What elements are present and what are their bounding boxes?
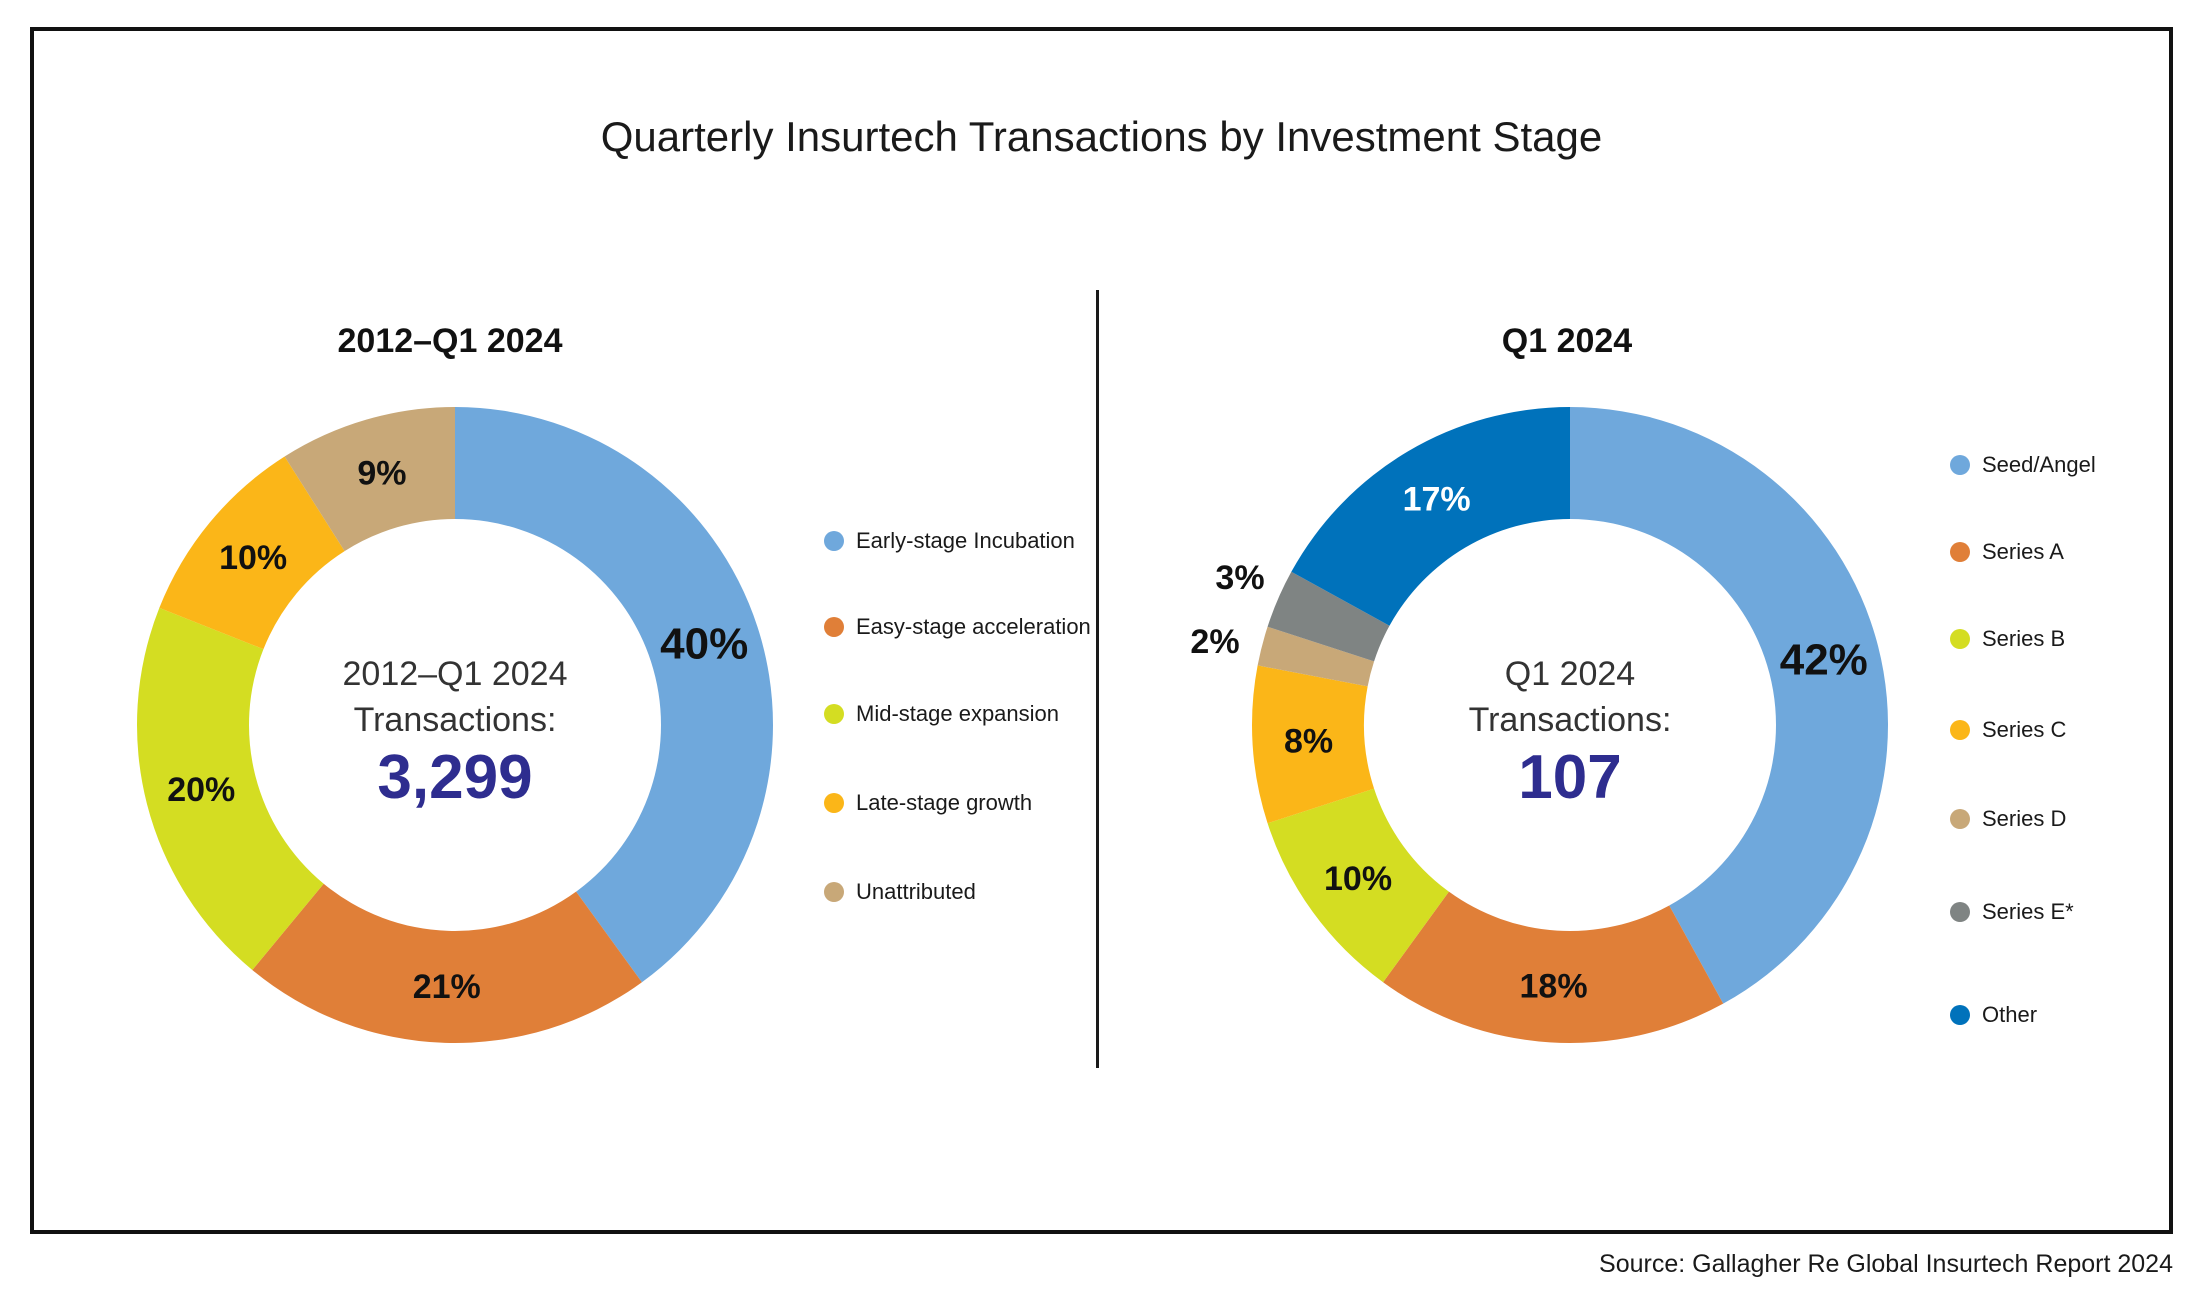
source-note: Source: Gallagher Re Global Insurtech Re… <box>1599 1250 2173 1278</box>
left-center-label-period: 2012–Q1 2024 <box>342 655 568 693</box>
right-center-label-caption: Transactions: <box>1468 701 1672 739</box>
donut-slice <box>159 456 345 650</box>
legend-item: Mid-stage expansion <box>824 701 1059 727</box>
donut-slice <box>252 883 642 1043</box>
slice-data-label: 21% <box>413 968 481 1006</box>
legend-label: Mid-stage expansion <box>856 701 1060 726</box>
legend-label: Early-stage Incubation <box>856 528 1075 553</box>
slice-data-label: 20% <box>167 771 235 809</box>
legend-label: Unattributed <box>856 879 976 904</box>
slice-data-label: 10% <box>1324 860 1392 898</box>
legend-swatch <box>824 704 844 724</box>
legend-label: Series C <box>1982 717 2067 742</box>
slice-data-label: 10% <box>219 539 287 577</box>
slice-data-label: 17% <box>1403 480 1471 518</box>
panel-divider <box>1096 290 1099 1068</box>
legend-swatch <box>1950 1005 1970 1025</box>
slice-data-label: 3% <box>1215 559 1264 597</box>
slice-data-label: 40% <box>660 620 748 669</box>
legend-swatch <box>824 531 844 551</box>
legend-item: Series C <box>1950 717 2066 743</box>
right-chart-title: Q1 2024 <box>1501 322 1633 360</box>
legend-swatch <box>824 882 844 902</box>
legend-label: Series A <box>1982 539 2064 564</box>
donut-slice <box>136 607 324 971</box>
legend-label: Series E* <box>1982 899 2074 924</box>
donut-slice <box>1267 571 1390 662</box>
donut-slice <box>284 407 455 552</box>
donut-slice <box>1291 407 1570 626</box>
left-center-label-caption: Transactions: <box>353 701 557 739</box>
slice-data-label: 42% <box>1780 635 1868 684</box>
legend-label: Seed/Angel <box>1982 452 2096 477</box>
legend-item: Other <box>1950 1002 2037 1028</box>
legend-swatch <box>824 617 844 637</box>
legend-item: Series B <box>1950 626 2065 652</box>
legend-label: Series D <box>1982 806 2067 831</box>
legend-swatch <box>1950 720 1970 740</box>
legend-item: Series E* <box>1950 899 2074 925</box>
legend-swatch <box>1950 809 1970 829</box>
legend-label: Late-stage growth <box>856 790 1033 815</box>
slice-data-label: 8% <box>1284 722 1333 760</box>
legend-item: Series D <box>1950 806 2066 832</box>
donut-slice <box>1383 891 1724 1043</box>
legend-item: Late-stage growth <box>824 790 1032 816</box>
right-center-total: 107 <box>1518 743 1622 812</box>
legend-item: Unattributed <box>824 879 976 905</box>
right-center-label-period: Q1 2024 <box>1504 655 1636 693</box>
left-center-total: 3,299 <box>377 743 533 812</box>
slice-data-label: 9% <box>357 454 406 492</box>
legend-swatch <box>1950 629 1970 649</box>
donut-slice <box>455 407 773 983</box>
legend-swatch <box>1950 902 1970 922</box>
donut-slice <box>1257 626 1375 687</box>
legend-label: Easy-stage acceleration <box>856 614 1091 639</box>
legend-label: Series B <box>1982 626 2066 651</box>
donut-slice <box>1570 407 1888 1004</box>
donut-slice <box>1252 665 1375 824</box>
slice-data-label: 18% <box>1520 967 1588 1005</box>
chart-title: Quarterly Insurtech Transactions by Inve… <box>600 113 1603 160</box>
legend-label: Other <box>1982 1002 2038 1027</box>
slice-data-label: 2% <box>1190 623 1239 661</box>
legend-item: Easy-stage acceleration <box>824 614 1091 640</box>
legend-item: Early-stage Incubation <box>824 528 1075 554</box>
donut-slice <box>1267 788 1449 983</box>
legend-item: Series A <box>1950 539 2064 565</box>
legend-swatch <box>824 793 844 813</box>
chart-frame <box>30 27 2173 1234</box>
legend-item: Seed/Angel <box>1950 452 2096 478</box>
left-chart-title: 2012–Q1 2024 <box>337 322 563 360</box>
legend-swatch <box>1950 455 1970 475</box>
legend-swatch <box>1950 542 1970 562</box>
